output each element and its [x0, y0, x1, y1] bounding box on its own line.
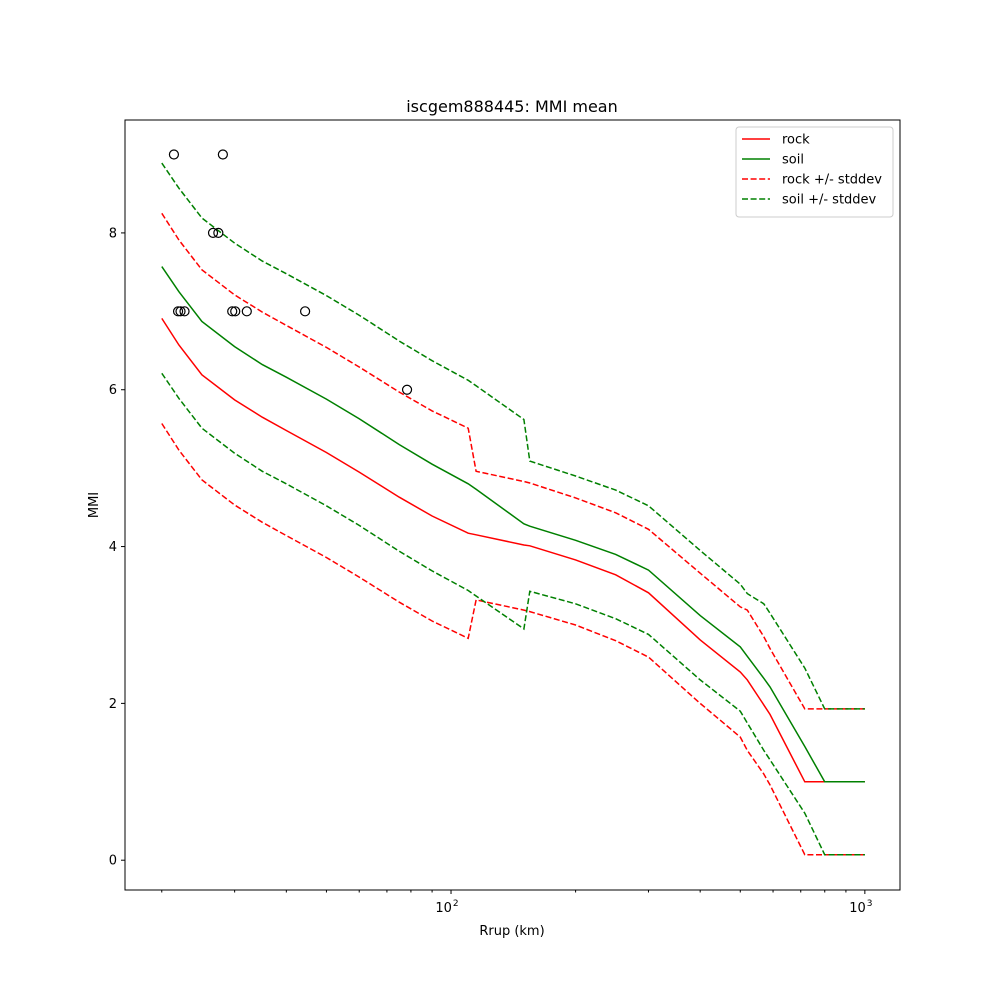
x-tick-label: 102: [435, 899, 458, 916]
observation-point: [230, 306, 241, 317]
observation-point: [172, 306, 184, 317]
x-tick-label: 103: [849, 899, 872, 916]
y-tick-label: 2: [109, 697, 117, 712]
series-line-rock-stddev-lower: [161, 423, 865, 856]
legend: rock soil rock +/- stddev soil +/- stddev: [735, 126, 894, 218]
observation-point: [207, 227, 219, 239]
plot-area: 0 2 4 6 8 102 103: [109, 119, 901, 916]
legend-label: soil +/- stddev: [782, 193, 877, 208]
legend-label: rock +/- stddev: [782, 173, 882, 188]
observation-point: [217, 149, 228, 160]
x-tick-exponent: 2: [453, 899, 459, 909]
y-tick-label: 0: [109, 854, 117, 869]
series-line-soil: [161, 266, 865, 783]
y-tick-label: 8: [109, 226, 117, 241]
chart-title: iscgem888445: MMI mean: [406, 97, 618, 116]
legend-box: [735, 126, 894, 218]
observation-point: [241, 306, 252, 317]
y-axis-label: MMI: [87, 492, 102, 518]
series-line-soil-stddev-lower: [161, 372, 865, 856]
series-line-soil-stddev-upper: [161, 162, 865, 710]
x-axis-label: Rrup (km): [479, 924, 544, 939]
legend-label: rock: [782, 133, 810, 148]
series-group: [161, 149, 865, 856]
y-tick-label: 4: [109, 540, 117, 555]
x-tick-exponent: 3: [867, 899, 873, 909]
observation-point: [299, 306, 311, 317]
series-line-rock-stddev-upper: [161, 212, 865, 710]
observation-point: [175, 306, 186, 317]
y-tick-label: 6: [109, 383, 117, 398]
series-line-rock: [161, 317, 865, 783]
observation-point: [179, 306, 190, 317]
observation-point: [227, 306, 238, 317]
legend-label: soil: [782, 153, 804, 168]
observation-point: [401, 384, 413, 395]
observation-point: [213, 227, 224, 239]
observation-point: [168, 149, 180, 160]
axes-frame: [124, 119, 901, 891]
